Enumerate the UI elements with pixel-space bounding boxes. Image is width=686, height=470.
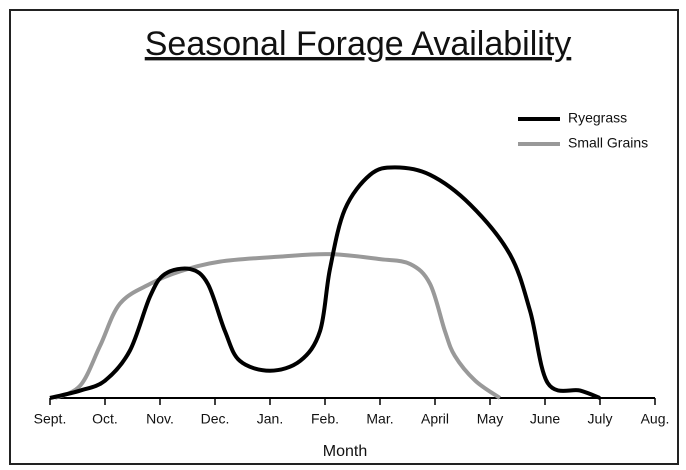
chart-title: Seasonal Forage Availability [145,25,572,63]
series-line [49,165,601,400]
x-tick-label: Dec. [201,411,230,427]
x-tick-label: May [477,411,503,427]
x-tick-label: Mar. [366,411,393,427]
x-tick-label: Oct. [92,411,118,427]
x-tick-label: Aug. [641,411,670,427]
x-tick-label: Jan. [257,411,283,427]
x-axis-label: Month [323,443,367,460]
x-tick-label: April [421,411,449,427]
x-tick-label: June [530,411,561,427]
series-line [54,252,502,400]
x-tick-label: Feb. [311,411,339,427]
x-tick-label: July [588,411,613,427]
frame [9,9,679,465]
legend-label: Small Grains [568,135,648,151]
legend-label: Ryegrass [568,110,627,126]
x-tick-label: Sept. [34,411,67,427]
x-tick-label: Nov. [146,411,174,427]
